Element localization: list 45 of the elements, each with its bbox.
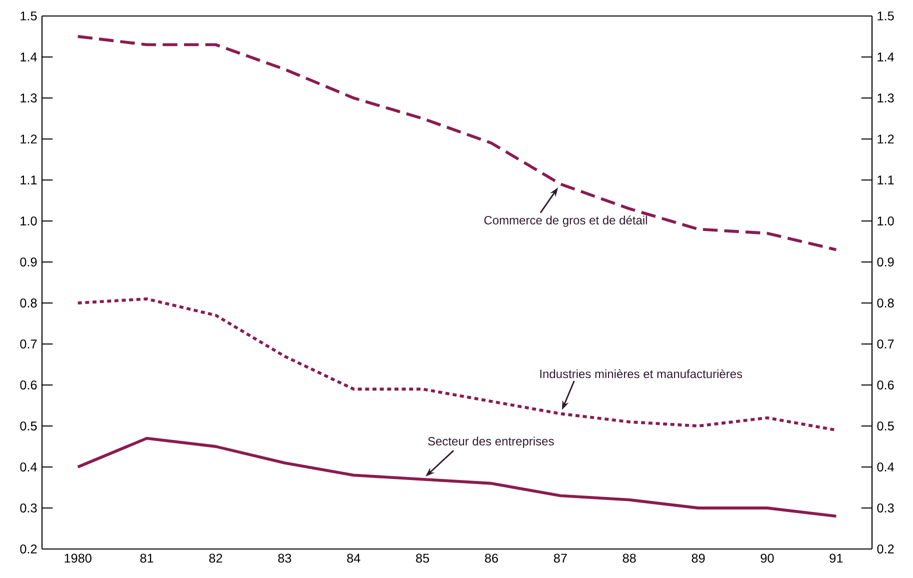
y-tick-label: 1.3 — [20, 94, 37, 102]
annotation: Industries minières et manufacturières — [540, 369, 742, 378]
y2-tick-label: 0.4 — [877, 462, 894, 472]
y-tick-label: 0.8 — [20, 298, 37, 308]
y-tick-label: 0.6 — [20, 380, 37, 390]
y2-tick-label: 1.0 — [878, 216, 894, 226]
y-tick-label: 0.7 — [20, 340, 37, 348]
y-tick-label: 0.2 — [20, 544, 37, 554]
y2-tick-label: 0.6 — [877, 380, 894, 390]
x-tick-label: 90 — [760, 554, 774, 563]
x-tick-label: 87 — [554, 554, 567, 563]
y2-tick-label: 0.9 — [877, 258, 894, 266]
x-tick-label: 86 — [484, 554, 498, 563]
x-tick-label: 1980 — [64, 554, 92, 563]
y2-tick-label: 1.3 — [878, 94, 894, 102]
y2-tick-label: 0.8 — [877, 298, 894, 308]
y-tick-label: 1.0 — [20, 216, 37, 226]
x-tick-label: 88 — [622, 554, 636, 563]
y2-tick-label: 0.3 — [877, 504, 894, 512]
x-tick-label: 89 — [692, 554, 705, 563]
annotation: Commerce de gros et de détail — [484, 216, 647, 227]
x-tick-label: 83 — [278, 554, 292, 563]
x-tick-label: 85 — [416, 554, 430, 563]
y2-tick-label: 0.5 — [877, 422, 894, 430]
y2-tick-label: 1.2 — [878, 134, 894, 144]
y-tick-label: 1.4 — [20, 52, 37, 62]
y2-tick-label: 0.7 — [877, 340, 894, 348]
y-tick-label: 1.1 — [20, 176, 37, 184]
x-tick-label: 82 — [209, 554, 222, 563]
annotation: Secteur des entreprises — [428, 436, 554, 448]
y2-tick-label: 1.5 — [878, 12, 894, 20]
y-tick-label: 0.5 — [20, 422, 37, 430]
y-tick-label: 0.3 — [20, 504, 37, 512]
y2-tick-label: 1.1 — [878, 176, 894, 184]
y-tick-label: 1.2 — [20, 134, 37, 144]
y-tick-label: 0.4 — [20, 462, 37, 472]
line-series — [76, 436, 838, 518]
x-tick-label: 84 — [347, 554, 360, 563]
y-tick-label: 0.9 — [20, 258, 37, 266]
y2-tick-label: 1.4 — [878, 52, 894, 62]
y-tick-label: 1.5 — [20, 12, 37, 20]
y2-tick-label: 0.2 — [877, 544, 894, 554]
x-tick-label: 81 — [140, 554, 154, 563]
x-tick-label: 91 — [830, 554, 843, 563]
line-series — [76, 35, 838, 252]
